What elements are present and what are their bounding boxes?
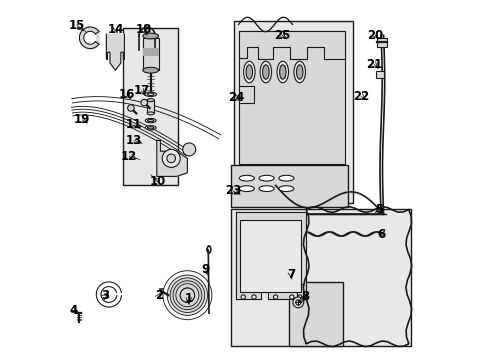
Ellipse shape xyxy=(279,186,294,192)
Text: 13: 13 xyxy=(126,134,142,147)
Ellipse shape xyxy=(279,175,294,181)
Bar xyxy=(234,21,353,203)
Text: 17: 17 xyxy=(133,84,149,97)
Circle shape xyxy=(180,288,195,302)
Bar xyxy=(143,48,159,56)
Text: 4: 4 xyxy=(69,304,77,317)
Circle shape xyxy=(298,295,302,299)
Circle shape xyxy=(241,295,245,299)
Ellipse shape xyxy=(145,126,156,130)
Ellipse shape xyxy=(277,61,289,83)
Circle shape xyxy=(293,297,304,308)
Ellipse shape xyxy=(239,186,254,192)
Ellipse shape xyxy=(280,65,286,79)
Polygon shape xyxy=(236,212,306,299)
Ellipse shape xyxy=(147,127,154,129)
Text: 20: 20 xyxy=(367,29,384,42)
Bar xyxy=(377,38,387,47)
Text: 10: 10 xyxy=(150,175,166,188)
Text: 25: 25 xyxy=(274,29,290,42)
Polygon shape xyxy=(79,27,99,49)
Bar xyxy=(239,31,345,164)
Ellipse shape xyxy=(145,118,156,123)
Ellipse shape xyxy=(143,67,159,73)
Text: 11: 11 xyxy=(126,118,142,131)
Circle shape xyxy=(183,143,196,156)
Text: 6: 6 xyxy=(377,228,385,240)
Ellipse shape xyxy=(239,175,254,181)
Ellipse shape xyxy=(263,65,269,79)
Ellipse shape xyxy=(145,92,156,96)
Text: 5: 5 xyxy=(375,203,383,216)
Bar xyxy=(231,165,348,207)
Text: 9: 9 xyxy=(201,263,210,276)
Bar xyxy=(240,220,301,292)
Text: 21: 21 xyxy=(366,58,382,71)
Polygon shape xyxy=(239,31,345,59)
Ellipse shape xyxy=(259,186,274,192)
Bar xyxy=(143,38,159,70)
Circle shape xyxy=(167,275,208,315)
Text: 3: 3 xyxy=(101,289,110,302)
Ellipse shape xyxy=(246,65,252,79)
Bar xyxy=(239,86,254,103)
Text: 2: 2 xyxy=(155,289,163,302)
Ellipse shape xyxy=(147,112,154,115)
Polygon shape xyxy=(106,34,124,70)
Bar xyxy=(147,100,154,113)
Ellipse shape xyxy=(147,120,154,122)
Text: 16: 16 xyxy=(119,88,135,101)
Circle shape xyxy=(290,295,294,299)
Polygon shape xyxy=(157,140,187,176)
Ellipse shape xyxy=(259,175,274,181)
Circle shape xyxy=(162,149,180,167)
Bar xyxy=(122,28,178,185)
Text: 19: 19 xyxy=(74,113,91,126)
Circle shape xyxy=(141,99,147,106)
Ellipse shape xyxy=(296,65,303,79)
Ellipse shape xyxy=(147,93,154,95)
Text: 22: 22 xyxy=(353,90,369,103)
Text: 12: 12 xyxy=(121,150,137,163)
Text: 15: 15 xyxy=(69,19,85,32)
Circle shape xyxy=(170,278,205,312)
Circle shape xyxy=(167,154,175,163)
Text: 1: 1 xyxy=(185,292,193,305)
Text: 24: 24 xyxy=(228,91,244,104)
Ellipse shape xyxy=(244,61,255,83)
Bar xyxy=(289,282,343,346)
Circle shape xyxy=(252,295,256,299)
Text: 23: 23 xyxy=(224,184,241,197)
Text: 18: 18 xyxy=(136,23,152,36)
Ellipse shape xyxy=(143,33,159,39)
Text: 7: 7 xyxy=(287,268,295,281)
Circle shape xyxy=(273,295,278,299)
Ellipse shape xyxy=(294,61,305,83)
Bar xyxy=(376,71,384,78)
Polygon shape xyxy=(84,31,96,44)
Circle shape xyxy=(127,105,134,111)
Ellipse shape xyxy=(147,99,154,102)
Text: 14: 14 xyxy=(108,23,124,36)
Text: 8: 8 xyxy=(301,291,310,303)
Ellipse shape xyxy=(260,61,271,83)
Circle shape xyxy=(296,300,301,305)
Bar xyxy=(231,209,411,346)
